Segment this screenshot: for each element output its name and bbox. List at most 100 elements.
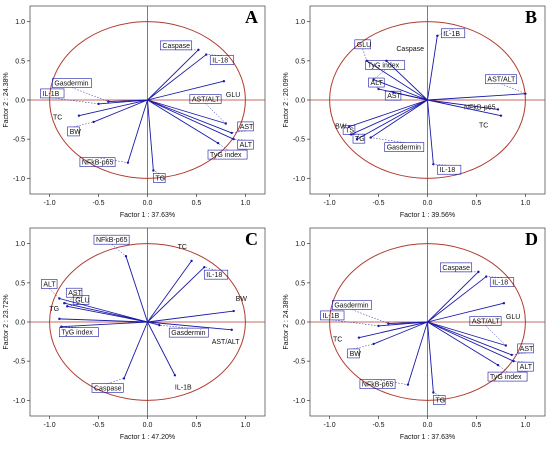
label-leader: [486, 276, 503, 278]
panel-a: -1.0 -0.5 0.0 0.5 1.0 1.0 0.5 0.0 -0.5 -1.0 Factor…: [3, 5, 266, 219]
panel-c: -1.0 -0.5 0.0 0.5 1.0 1.0 0.5 0.0 -0.5 -1.0 Factor…: [3, 227, 266, 441]
loading-point: [372, 78, 375, 81]
variable-label: IL-18: [439, 167, 455, 174]
loading-vector: [427, 321, 512, 356]
loading-point: [377, 87, 380, 91]
panel-letter: B: [525, 7, 537, 27]
x-tick-label: 0.0: [423, 200, 433, 207]
variable-label: BW: [70, 129, 82, 136]
loading-vector: [378, 321, 428, 327]
loading-point: [392, 90, 395, 94]
x-tick-label: -0.5: [373, 200, 385, 207]
variable-label: TG: [355, 136, 365, 143]
loading-point: [232, 309, 235, 313]
loading-point: [510, 353, 513, 357]
label-leader: [362, 48, 368, 61]
y-tick-label: -1.0: [13, 176, 25, 183]
loading-vector: [147, 99, 154, 171]
x-tick-label: 0.0: [423, 422, 433, 429]
y-tick-label: 0.0: [15, 320, 25, 327]
panel-d: -1.0 -0.5 0.0 0.5 1.0 1.0 0.5 0.0 -0.5 -1.0 Factor…: [283, 227, 546, 441]
y-tick-label: -0.5: [293, 137, 305, 144]
loading-vector: [125, 256, 148, 323]
loading-vector: [373, 321, 428, 345]
variable-label: AST: [520, 346, 534, 353]
loading-vector: [349, 99, 428, 128]
loading-point: [369, 136, 372, 139]
loading-point: [66, 305, 69, 308]
loading-point: [216, 141, 220, 145]
variable-label: ALT: [520, 364, 533, 371]
variable-label: GLU: [75, 297, 89, 304]
loading-vector: [427, 302, 504, 323]
loading-vector: [358, 321, 428, 339]
variable-label: AST: [68, 290, 82, 297]
variable-label-box: [189, 94, 222, 104]
loading-vector: [147, 99, 226, 124]
label-leader: [231, 130, 246, 134]
loading-vector: [147, 266, 205, 323]
variable-label: IL-1B: [43, 91, 60, 98]
label-leader: [217, 142, 228, 151]
x-tick-label: -0.5: [373, 422, 385, 429]
x-tick-label: 1.0: [241, 200, 251, 207]
loading-vector: [59, 298, 148, 323]
loading-vector: [427, 321, 514, 362]
variable-label: Gasdermin: [387, 145, 421, 152]
y-tick-label: 0.5: [295, 280, 305, 287]
variable-label: TyG index: [210, 152, 242, 159]
loading-vector: [407, 321, 428, 385]
variable-label: TyG index: [368, 63, 400, 70]
loading-vector: [61, 321, 148, 328]
variable-label: TyG index: [490, 374, 522, 381]
x-tick-label: 0.5: [472, 422, 482, 429]
x-tick-label: -1.0: [324, 200, 336, 207]
loading-vector: [427, 99, 434, 165]
loading-vector: [147, 260, 192, 323]
loading-vector: [147, 99, 232, 134]
variable-label: AST: [387, 93, 401, 100]
variable-label: Gasdermin: [171, 330, 205, 337]
y-tick-label: -0.5: [293, 359, 305, 366]
variable-label: AST/ALT: [212, 339, 241, 346]
loading-vector: [93, 99, 148, 123]
y-tick-label: 0.5: [15, 280, 25, 287]
loading-point: [230, 328, 233, 332]
variable-label: TC: [479, 123, 488, 130]
variable-label: Caspase: [94, 385, 122, 392]
loading-point: [502, 302, 506, 305]
y-axis-label: Factor 2 : 23.72%: [3, 294, 10, 349]
variable-label: Gasdermin: [54, 81, 88, 88]
loading-vector: [386, 60, 428, 101]
loading-point: [232, 137, 235, 141]
label-leader: [111, 244, 127, 257]
loading-vector: [127, 99, 148, 163]
x-tick-label: 0.5: [472, 200, 482, 207]
loading-vector: [147, 310, 234, 323]
variable-label: ALT: [371, 80, 384, 87]
loading-vector: [147, 99, 234, 140]
loading-vector: [147, 99, 219, 144]
variable-label: Caspase: [396, 46, 424, 53]
y-tick-label: 0.5: [295, 58, 305, 65]
variable-label: GLU: [506, 314, 520, 321]
panel-letter: C: [245, 229, 258, 249]
label-leader: [353, 343, 374, 350]
variable-label: ALT: [43, 282, 56, 289]
variable-label: NFkB-p65: [82, 160, 114, 167]
variable-label: GLU: [226, 92, 240, 99]
loading-point: [230, 131, 233, 135]
x-axis-label: Factor 1 : 37.63%: [120, 212, 175, 219]
panel-letter: A: [245, 7, 258, 27]
x-tick-label: 0.5: [192, 200, 202, 207]
loading-vector: [147, 54, 207, 101]
variable-label: TC: [178, 244, 187, 251]
label-leader: [71, 87, 109, 102]
variable-label: NFkB-p65: [464, 104, 496, 111]
x-tick-label: 1.0: [521, 200, 531, 207]
variable-label: IL-1B: [323, 313, 340, 320]
variable-label-box: [237, 139, 254, 150]
y-tick-label: 0.0: [15, 98, 25, 105]
label-leader: [433, 163, 450, 166]
